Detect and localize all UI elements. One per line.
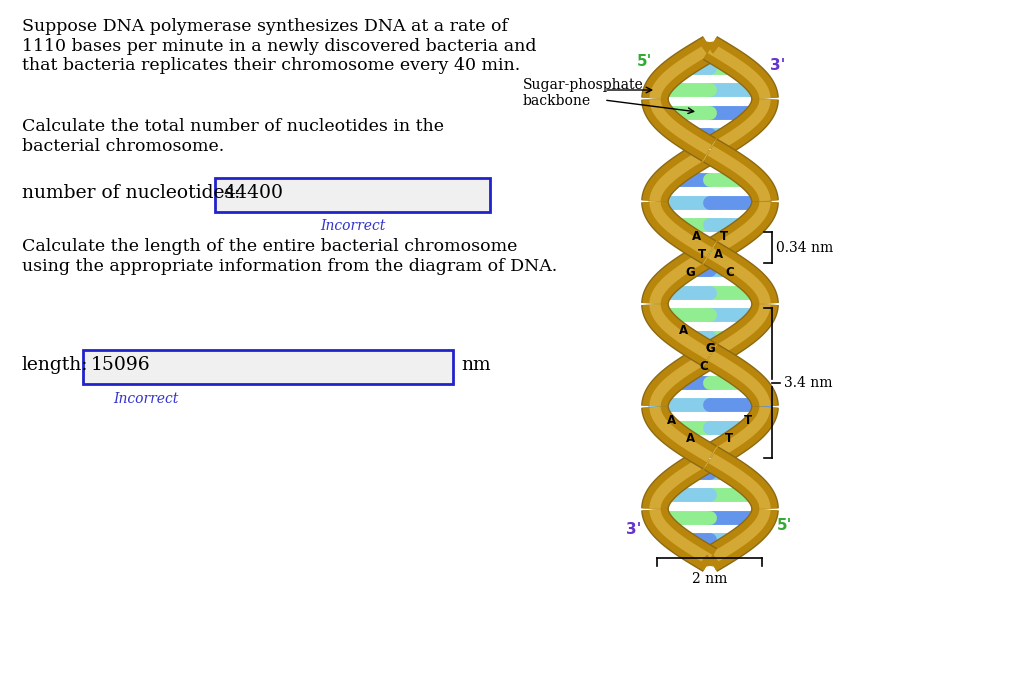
FancyBboxPatch shape xyxy=(215,178,490,212)
Text: 15096: 15096 xyxy=(91,356,151,374)
Text: G: G xyxy=(706,341,715,354)
Polygon shape xyxy=(708,555,722,567)
Text: number of nucleotides:: number of nucleotides: xyxy=(22,184,241,202)
Text: G: G xyxy=(685,267,695,279)
Text: C: C xyxy=(699,360,709,373)
Text: 5': 5' xyxy=(637,54,652,69)
Text: T: T xyxy=(744,413,753,426)
Text: Incorrect: Incorrect xyxy=(319,219,385,233)
Text: Calculate the total number of nucleotides in the
bacterial chromosome.: Calculate the total number of nucleotide… xyxy=(22,118,444,154)
Text: 0.34 nm: 0.34 nm xyxy=(776,241,834,254)
Polygon shape xyxy=(698,41,713,53)
Text: 44400: 44400 xyxy=(223,184,283,202)
Text: 3': 3' xyxy=(770,58,785,73)
Text: 3': 3' xyxy=(627,522,642,537)
Text: Sugar-phosphate
backbone: Sugar-phosphate backbone xyxy=(523,78,644,108)
FancyBboxPatch shape xyxy=(83,350,453,384)
Text: A: A xyxy=(668,413,676,426)
Text: C: C xyxy=(706,341,715,354)
Text: A: A xyxy=(714,248,723,262)
Text: A: A xyxy=(686,432,695,445)
Text: 2 nm: 2 nm xyxy=(692,572,727,586)
Text: A: A xyxy=(679,324,688,337)
Text: length:: length: xyxy=(22,356,88,374)
Text: Suppose DNA polymerase synthesizes DNA at a rate of
1110 bases per minute in a n: Suppose DNA polymerase synthesizes DNA a… xyxy=(22,18,537,74)
Text: Incorrect: Incorrect xyxy=(113,392,178,406)
Text: T: T xyxy=(697,248,706,262)
Text: nm: nm xyxy=(461,356,490,374)
Text: C: C xyxy=(726,267,734,279)
Text: T: T xyxy=(720,231,728,243)
Text: 3.4 nm: 3.4 nm xyxy=(784,376,833,390)
Text: A: A xyxy=(692,231,701,243)
Polygon shape xyxy=(708,41,722,53)
Text: Calculate the length of the entire bacterial chromosome
using the appropriate in: Calculate the length of the entire bacte… xyxy=(22,238,557,275)
Text: 5': 5' xyxy=(777,517,793,532)
Text: T: T xyxy=(725,432,733,445)
Polygon shape xyxy=(698,555,713,567)
